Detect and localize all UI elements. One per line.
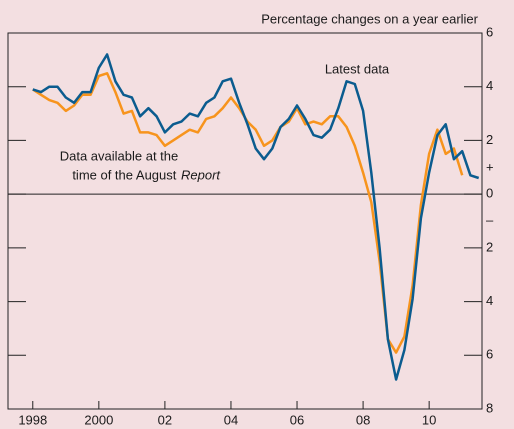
y-tick-label: 6: [486, 24, 493, 39]
x-tick-label: 1998: [18, 412, 47, 427]
x-tick-label: 06: [290, 412, 304, 427]
sign-label: +: [486, 159, 494, 174]
x-tick-label: 02: [158, 412, 172, 427]
x-tick-label: 08: [356, 412, 370, 427]
subtitle: Percentage changes on a year earlier: [261, 11, 478, 26]
y-tick-label: 6: [486, 347, 493, 362]
y-tick-label: 2: [486, 239, 493, 254]
plot-frame: [7, 32, 483, 410]
x-tick-label: 2000: [84, 412, 113, 427]
x-tick-label: 04: [224, 412, 238, 427]
x-tick-label: 10: [422, 412, 436, 427]
y-tick-label: 0: [486, 186, 493, 201]
y-tick-label: 8: [486, 400, 493, 415]
annotation: Latest data: [325, 61, 390, 76]
series-line: [32, 72, 464, 354]
series-line: [32, 53, 480, 381]
annotation: time of the August: [72, 167, 180, 182]
sign-label: –: [486, 212, 494, 227]
y-tick-label: 2: [486, 132, 493, 147]
annotation: Data available at the: [60, 148, 179, 163]
annotation: Report: [181, 167, 221, 182]
y-tick-label: 4: [486, 293, 493, 308]
y-tick-label: 4: [486, 78, 493, 93]
